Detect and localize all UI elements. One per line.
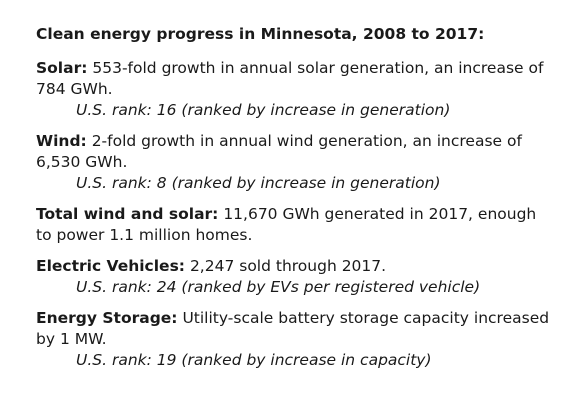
solar-description: Solar: 553-fold growth in annual solar g… (36, 58, 551, 100)
solar-text: 553-fold growth in annual solar generati… (36, 59, 544, 98)
solar-rank: U.S. rank: 16 (ranked by increase in gen… (76, 101, 451, 119)
solar-label: Solar: (36, 59, 88, 77)
ev-text: 2,247 sold through 2017. (189, 257, 387, 275)
section-electric-vehicles: Electric Vehicles: 2,247 sold through 20… (36, 256, 551, 298)
ev-label: Electric Vehicles: (36, 257, 185, 275)
section-total-wind-solar: Total wind and solar: 11,670 GWh generat… (36, 204, 551, 246)
wind-label: Wind: (36, 132, 87, 150)
storage-label: Energy Storage: (36, 309, 178, 327)
wind-description: Wind: 2-fold growth in annual wind gener… (36, 131, 551, 173)
section-wind: Wind: 2-fold growth in annual wind gener… (36, 131, 551, 194)
total-description: Total wind and solar: 11,670 GWh generat… (36, 204, 551, 246)
storage-text: Utility-scale battery storage capacity i… (36, 309, 550, 348)
storage-rank: U.S. rank: 19 (ranked by increase in cap… (76, 351, 432, 369)
ev-rank: U.S. rank: 24 (ranked by EVs per registe… (76, 278, 481, 296)
section-energy-storage: Energy Storage: Utility-scale battery st… (36, 308, 551, 371)
document-title: Clean energy progress in Minnesota, 2008… (36, 25, 485, 43)
total-label: Total wind and solar: (36, 205, 219, 223)
wind-rank: U.S. rank: 8 (ranked by increase in gene… (76, 174, 441, 192)
ev-description: Electric Vehicles: 2,247 sold through 20… (36, 256, 551, 277)
total-text: 11,670 GWh generated in 2017, enough to … (36, 205, 537, 244)
section-solar: Solar: 553-fold growth in annual solar g… (36, 58, 551, 121)
storage-description: Energy Storage: Utility-scale battery st… (36, 308, 551, 350)
wind-text: 2-fold growth in annual wind generation,… (36, 132, 522, 171)
